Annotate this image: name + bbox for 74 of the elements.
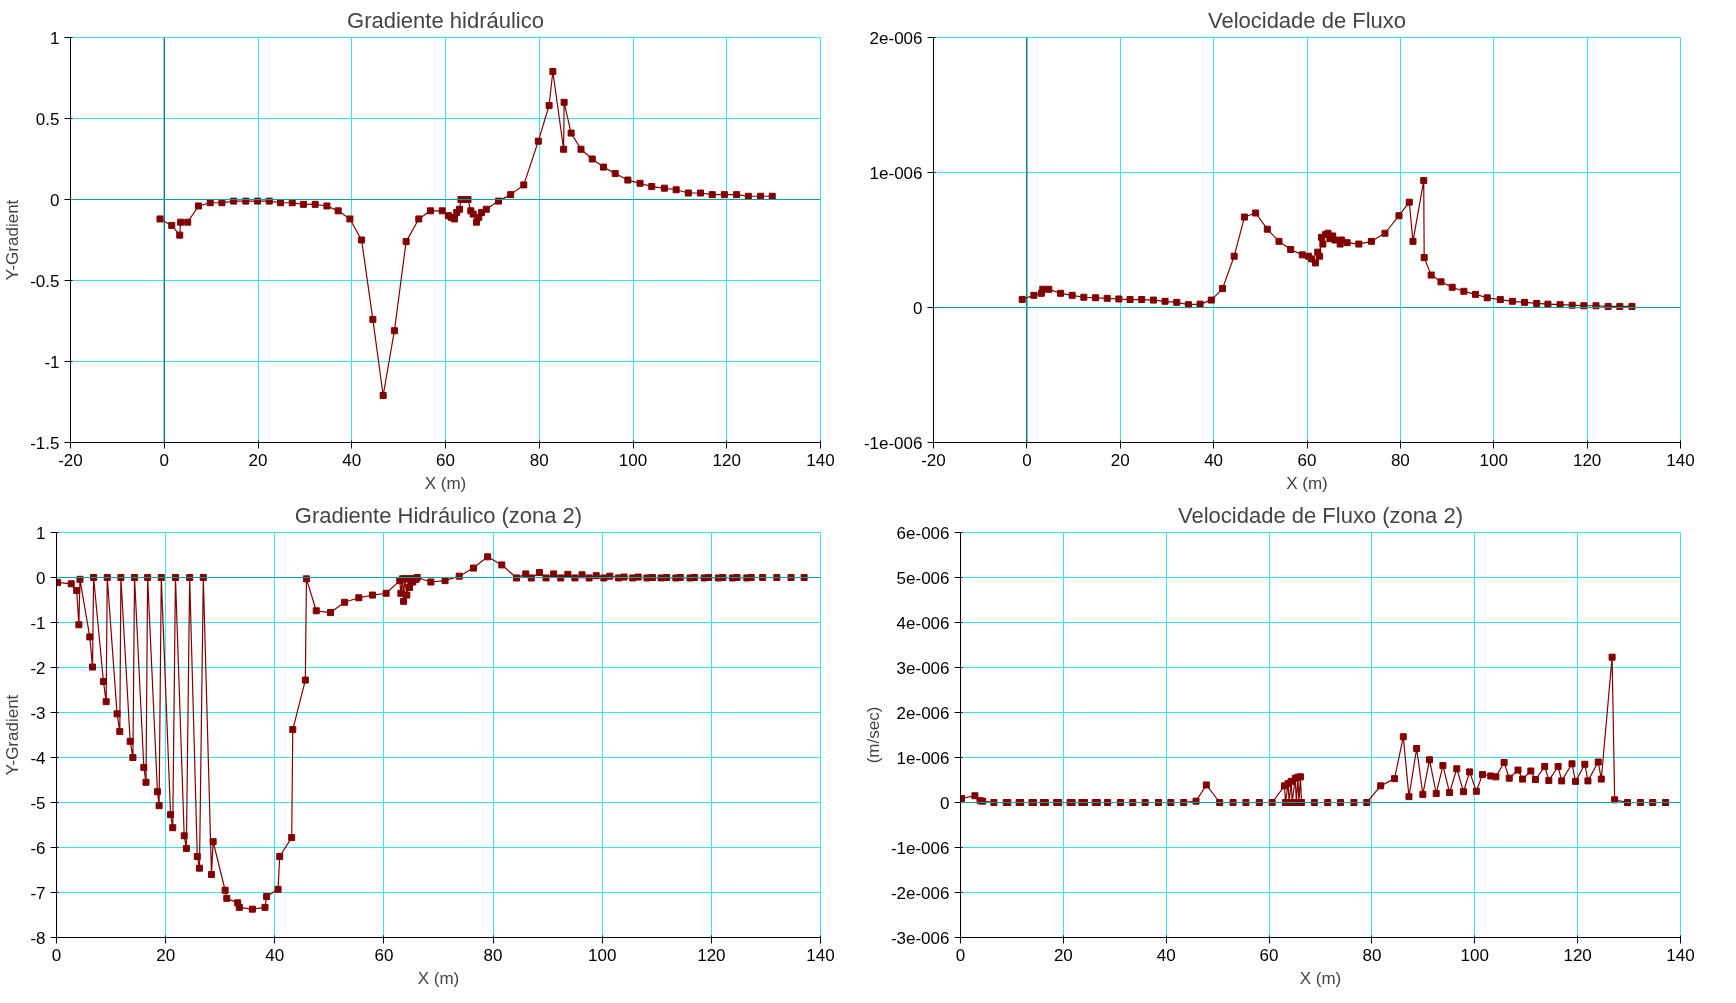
y-tick-label: 1e-006 <box>896 748 950 768</box>
x-tick-label: 80 <box>1362 945 1382 965</box>
x-tick-label: 0 <box>955 945 966 965</box>
x-tick-label: 20 <box>1053 945 1073 965</box>
x-tick-label: 140 <box>1666 450 1695 470</box>
y-tick-label: 1 <box>36 523 46 543</box>
y-tick-label: 0 <box>913 298 923 318</box>
y-tick-label: -7 <box>30 883 46 903</box>
x-tick-label: 0 <box>159 450 169 470</box>
y-tick-label: 4e-006 <box>896 613 950 633</box>
x-tick-label: 80 <box>1390 450 1410 470</box>
x-tick-label: 20 <box>248 450 268 470</box>
x-tick-label: 0 <box>1022 450 1032 470</box>
x-tick-label: 80 <box>483 945 503 965</box>
y-tick-label: 0 <box>36 568 46 588</box>
x-axis-title: X (m) <box>424 473 467 493</box>
x-tick-label: 60 <box>1297 450 1317 470</box>
x-tick-label: 140 <box>806 450 835 470</box>
y-tick-label: 6e-006 <box>896 523 950 543</box>
x-tick-label: 60 <box>374 945 394 965</box>
y-tick-label: 1 <box>50 28 60 48</box>
chart-title: Gradiente hidráulico <box>347 7 544 33</box>
x-tick-label: 40 <box>1156 945 1176 965</box>
x-tick-label: -20 <box>921 450 946 470</box>
y-tick-label: 0.5 <box>35 109 60 129</box>
x-tick-label: 80 <box>529 450 549 470</box>
x-tick-label: 100 <box>618 450 648 470</box>
y-tick-label: -1.5 <box>30 433 60 453</box>
x-tick-label: 20 <box>1110 450 1130 470</box>
y-tick-label: -0.5 <box>30 271 60 291</box>
y-tick-label: -2e-006 <box>890 883 950 903</box>
y-tick-label: 2e-006 <box>896 703 950 723</box>
x-tick-label: 40 <box>342 450 362 470</box>
chart-title: Gradiente Hidráulico (zona 2) <box>294 502 583 528</box>
y-tick-label: 0 <box>940 793 950 813</box>
y-axis-title: Y-Gradient <box>3 694 23 776</box>
x-tick-label: 120 <box>712 450 741 470</box>
x-axis-title: X (m) <box>1286 473 1328 493</box>
x-tick-label: 140 <box>806 945 835 965</box>
y-tick-label: -4 <box>30 748 46 768</box>
x-tick-label: 120 <box>1572 450 1602 470</box>
x-tick-label: -20 <box>58 450 83 470</box>
y-axis-title: (m/sec) <box>863 706 883 764</box>
x-tick-label: 140 <box>1666 945 1695 965</box>
x-tick-label: 40 <box>1204 450 1224 470</box>
x-tick-label: 100 <box>1460 945 1489 965</box>
chart-title: Velocidade de Fluxo (zona 2) <box>1178 502 1463 528</box>
y-tick-label: -1 <box>44 352 60 372</box>
x-tick-label: 40 <box>265 945 285 965</box>
y-tick-label: 0 <box>50 190 60 210</box>
x-tick-label: 60 <box>436 450 455 470</box>
y-tick-label: -3e-006 <box>890 928 950 948</box>
y-tick-label: -1e-006 <box>890 838 950 858</box>
y-tick-label: 3e-006 <box>896 658 950 678</box>
chart-title: Velocidade de Fluxo <box>1207 7 1407 33</box>
y-tick-label: 2e-006 <box>869 28 923 48</box>
y-tick-label: -1 <box>30 613 46 633</box>
y-tick-label: 5e-006 <box>896 568 950 588</box>
y-axis-title: Y-Gradient <box>3 199 23 281</box>
y-tick-label: -2 <box>30 658 46 678</box>
y-tick-label: -3 <box>30 703 46 723</box>
y-tick-label: -6 <box>30 838 46 858</box>
x-tick-label: 100 <box>1479 450 1508 470</box>
y-tick-label: -1e-006 <box>863 433 923 453</box>
x-tick-label: 100 <box>588 945 617 965</box>
x-tick-label: 60 <box>1259 945 1279 965</box>
y-tick-label: -8 <box>30 928 46 948</box>
x-tick-label: 120 <box>1563 945 1592 965</box>
y-tick-label: -5 <box>30 793 46 813</box>
x-tick-label: 20 <box>156 945 176 965</box>
x-axis-title: X (m) <box>1299 968 1342 988</box>
y-tick-label: 1e-006 <box>869 163 923 183</box>
x-tick-label: 120 <box>697 945 726 965</box>
x-axis-title: X (m) <box>417 968 460 988</box>
